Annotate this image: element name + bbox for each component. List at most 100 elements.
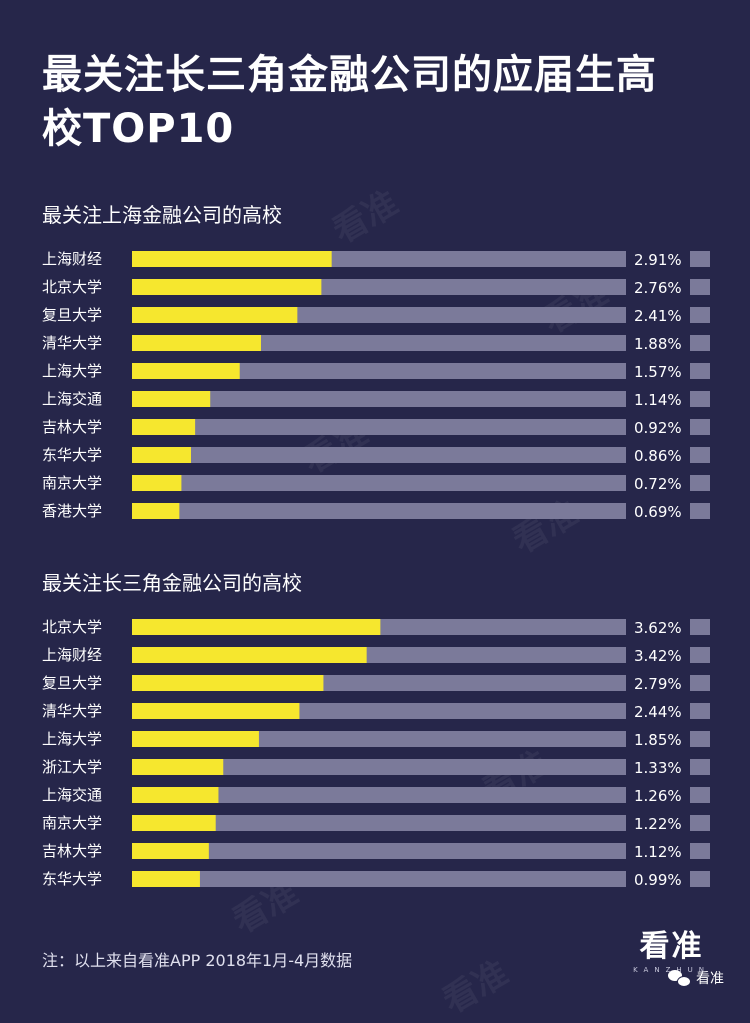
category-label: 东华大学 [42,446,102,464]
footnote: 注：以上来自看准APP 2018年1月-4月数据 [42,951,353,970]
category-label: 吉林大学 [42,842,102,860]
bar-track-cap [690,391,710,407]
wechat-icon [668,970,691,987]
watermark: 看准 [326,183,406,252]
bar [132,475,182,491]
category-label: 复旦大学 [42,306,102,324]
bar [132,419,196,435]
bar [132,447,192,463]
bar-track-cap [690,871,710,887]
bar-track [132,815,626,831]
category-label: 北京大学 [42,278,102,296]
category-label: 吉林大学 [42,418,102,436]
bar-track-cap [690,703,710,719]
bar-track [132,391,626,407]
bar [132,307,298,323]
bar-track [132,759,626,775]
category-label: 上海大学 [42,730,102,748]
value-label: 2.76% [634,279,682,297]
bar-track [132,447,626,463]
bar-track [132,503,626,519]
bar-track [132,419,626,435]
bar-track-cap [690,447,710,463]
watermark: 看准 [436,953,516,1022]
value-label: 2.91% [634,251,682,269]
category-label: 南京大学 [42,474,102,492]
bar-track [132,363,626,379]
bar-track-cap [690,675,710,691]
category-label: 上海交通 [42,390,102,408]
value-label: 2.44% [634,703,682,721]
bar-track [132,475,626,491]
value-label: 2.41% [634,307,682,325]
bar-track [132,843,626,859]
value-label: 1.57% [634,363,682,381]
value-label: 3.42% [634,647,682,665]
category-label: 复旦大学 [42,674,102,692]
bar-track-cap [690,503,710,519]
bar-track [132,787,626,803]
bar [132,251,332,267]
bar [132,731,259,747]
wechat-name: 看准 [696,971,724,987]
page-title: 最关注长三角金融公司的应届生高校TOP10 [42,52,657,152]
value-label: 1.85% [634,731,682,749]
section-title-yangtze: 最关注长三角金融公司的高校 [42,571,302,595]
bar-track-cap [690,335,710,351]
bar-chart-yangtze: 北京大学 3.62% 上海财经 3.42% 复旦大学 2.79% 清华大学 2.44% 上海大学… [42,618,710,889]
bar [132,363,240,379]
value-label: 1.12% [634,843,682,861]
bar-track-cap [690,647,710,663]
category-label: 上海财经 [42,250,102,268]
category-label: 东华大学 [42,870,102,888]
bar-track-cap [690,759,710,775]
category-label: 上海大学 [42,362,102,380]
value-label: 1.26% [634,787,682,805]
bar-track [132,871,626,887]
value-label: 0.99% [634,871,682,889]
bar [132,391,211,407]
bar [132,503,180,519]
bar-track-cap [690,419,710,435]
bar-track-cap [690,279,710,295]
value-label: 0.92% [634,419,682,437]
category-label: 上海交通 [42,786,102,804]
bar [132,335,261,351]
category-label: 清华大学 [42,334,102,352]
bar-chart-shanghai: 上海财经 2.91% 北京大学 2.76% 复旦大学 2.41% 清华大学 1.88% 上海大学… [42,250,710,521]
bar-track-cap [690,363,710,379]
value-label: 1.22% [634,815,682,833]
bar [132,843,209,859]
bar-track-cap [690,731,710,747]
bar-track-cap [690,843,710,859]
bar [132,675,324,691]
category-label: 北京大学 [42,618,102,636]
category-label: 浙江大学 [42,758,102,776]
brand-subtitle: KANZHUN [633,966,710,974]
category-label: 香港大学 [42,502,102,520]
bar-track-cap [690,307,710,323]
section-title-shanghai: 最关注上海金融公司的高校 [42,203,282,227]
bar [132,647,367,663]
bar-track-cap [690,787,710,803]
bar [132,703,300,719]
bar-track-cap [690,815,710,831]
value-label: 0.86% [634,447,682,465]
bar [132,279,322,295]
bar [132,759,224,775]
bar-track-cap [690,251,710,267]
value-label: 3.62% [634,619,682,637]
value-label: 1.33% [634,759,682,777]
bar [132,787,219,803]
value-label: 1.14% [634,391,682,409]
brand-name: 看准 [639,929,704,964]
wechat-account: 看准 [668,968,724,988]
bar-track-cap [690,619,710,635]
bar-track-cap [690,475,710,491]
category-label: 清华大学 [42,702,102,720]
category-label: 南京大学 [42,814,102,832]
value-label: 2.79% [634,675,682,693]
value-label: 0.69% [634,503,682,521]
category-label: 上海财经 [42,646,102,664]
bar [132,871,200,887]
